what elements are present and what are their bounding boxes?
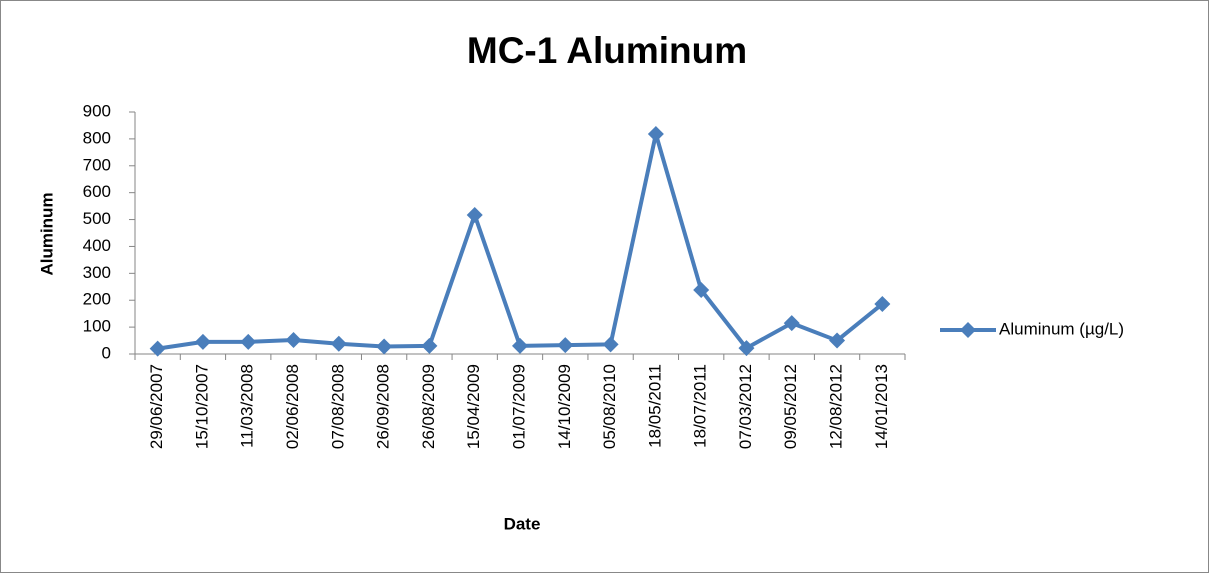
x-tick-label: 26/09/2008 xyxy=(374,364,393,449)
legend-marker xyxy=(960,322,976,338)
y-tick-label: 0 xyxy=(102,343,111,362)
x-tick-label: 18/07/2011 xyxy=(691,364,710,448)
x-tick-label: 18/05/2011 xyxy=(645,364,664,448)
chart-title: MC-1 Aluminum xyxy=(467,30,747,71)
x-tick-label: 14/10/2009 xyxy=(555,364,574,449)
legend-label: Aluminum (µg/L) xyxy=(999,319,1124,338)
data-point xyxy=(602,336,619,353)
x-tick-label: 07/08/2008 xyxy=(328,364,347,449)
x-tick-label: 05/08/2010 xyxy=(600,364,619,449)
x-tick-label: 15/04/2009 xyxy=(464,364,483,449)
data-point xyxy=(738,340,755,357)
x-tick-label: 07/03/2012 xyxy=(736,364,755,449)
data-point xyxy=(466,206,483,223)
x-tick-label: 14/01/2013 xyxy=(872,364,891,449)
y-tick-label: 300 xyxy=(83,263,111,282)
data-point xyxy=(693,282,710,299)
data-point xyxy=(829,332,846,349)
data-point xyxy=(240,333,257,350)
x-tick-label: 15/10/2007 xyxy=(192,364,211,449)
x-tick-label: 26/08/2009 xyxy=(419,364,438,449)
data-point xyxy=(376,338,393,355)
data-point xyxy=(330,335,347,352)
y-tick-label: 800 xyxy=(83,128,111,147)
x-tick-label: 01/07/2009 xyxy=(509,364,528,449)
y-axis-label: Aluminum xyxy=(37,192,56,275)
x-axis-label: Date xyxy=(504,514,541,533)
data-point xyxy=(149,340,166,357)
y-tick-label: 400 xyxy=(83,236,111,255)
y-tick-label: 600 xyxy=(83,182,111,201)
data-point xyxy=(421,337,438,354)
data-point xyxy=(557,337,574,354)
x-tick-label: 02/06/2008 xyxy=(283,364,302,449)
y-tick-label: 700 xyxy=(83,155,111,174)
x-tick-label: 29/06/2007 xyxy=(147,364,166,449)
x-tick-label: 12/08/2012 xyxy=(827,364,846,449)
data-point xyxy=(783,315,800,332)
y-tick-label: 900 xyxy=(83,101,111,120)
y-tick-label: 100 xyxy=(83,317,111,336)
x-tick-label: 09/05/2012 xyxy=(781,364,800,449)
data-point xyxy=(512,337,528,354)
data-point xyxy=(285,332,302,349)
data-point xyxy=(647,126,664,143)
y-tick-label: 500 xyxy=(83,209,111,228)
y-tick-label: 200 xyxy=(83,290,111,309)
data-point xyxy=(194,333,211,350)
data-point xyxy=(874,295,891,312)
x-tick-label: 11/03/2008 xyxy=(238,364,257,448)
